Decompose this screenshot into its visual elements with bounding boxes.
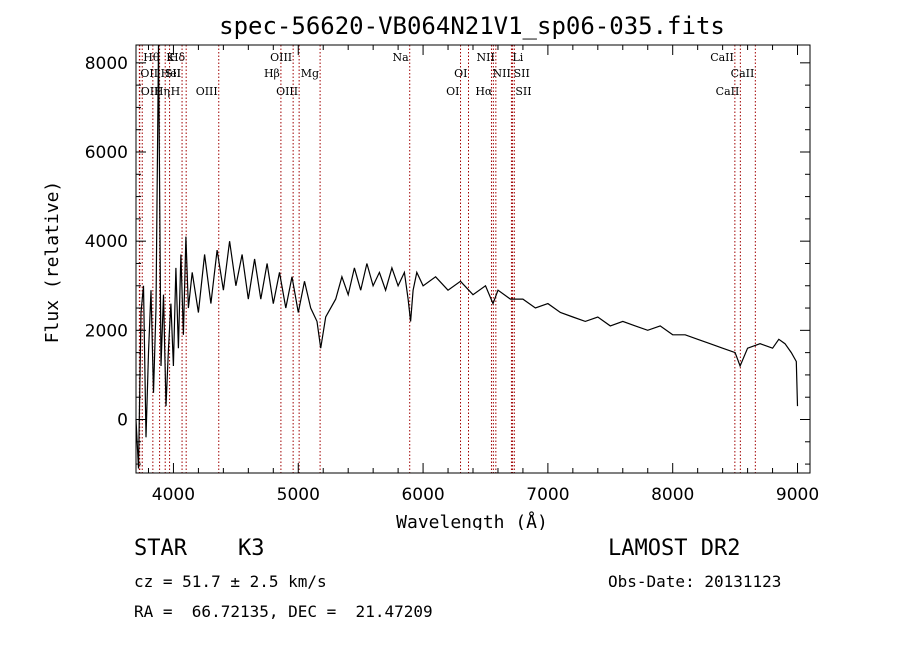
marker-label-7: SII — [165, 67, 181, 80]
y-tick-label: 4000 — [85, 232, 128, 252]
marker-label-5: HeI — [161, 67, 181, 80]
marker-label-0: OII — [140, 67, 158, 80]
marker-label-2: OII — [141, 85, 159, 98]
marker-label-22: SII — [515, 85, 531, 98]
marker-label-23: CaII — [710, 51, 734, 64]
marker-label-16: OI — [446, 85, 459, 98]
y-axis-label: Flux (relative) — [42, 181, 63, 344]
y-tick-label: 2000 — [85, 321, 128, 341]
marker-label-20: Li — [512, 51, 523, 64]
x-tick-label: 5000 — [277, 485, 320, 505]
x-tick-label: 6000 — [401, 485, 444, 505]
x-axis-label: Wavelength (Å) — [396, 511, 548, 530]
plot-frame — [135, 44, 811, 474]
chart-title: spec-56620-VB064N21V1_sp06-035.fits — [219, 12, 725, 40]
marker-label-11: Hβ — [264, 67, 280, 80]
marker-label-3: Hη — [154, 85, 170, 98]
spectral-subclass: K3 — [238, 536, 265, 561]
y-tick-label: 6000 — [85, 143, 128, 163]
emission-line-markers — [138, 45, 756, 473]
observation-date: Obs-Date: 20131123 — [608, 572, 782, 591]
spectrum-chart: spec-56620-VB064N21V1_sp06-035.fits OIIH… — [42, 12, 819, 530]
ra-dec-coordinates: RA = 66.72135, DEC = 21.47209 — [134, 602, 433, 621]
marker-label-21: SII — [514, 67, 530, 80]
survey-name: LAMOST DR2 — [608, 536, 741, 561]
marker-label-25: CaII — [731, 67, 755, 80]
redshift-velocity: cz = 51.7 ± 2.5 km/s — [134, 572, 327, 591]
object-class: STAR — [134, 536, 187, 561]
marker-label-24: CaII — [716, 85, 740, 98]
y-axis: 0 2000 4000 6000 8000 — [85, 54, 810, 465]
marker-label-1: Hθ — [143, 51, 160, 64]
spectrum-series — [135, 44, 799, 469]
y-tick-label: 0 — [117, 411, 128, 431]
marker-label-19: Hα — [475, 85, 493, 98]
marker-label-12: OIII — [276, 85, 298, 98]
marker-label-17: NII — [477, 51, 495, 64]
x-tick-label: 8000 — [651, 485, 694, 505]
marker-label-4: K — [166, 51, 175, 64]
x-tick-label: 9000 — [776, 485, 819, 505]
x-tick-label: 7000 — [526, 485, 569, 505]
marker-label-10: OIII — [270, 51, 292, 64]
marker-label-14: Na — [393, 51, 410, 64]
marker-label-9: OIII — [196, 85, 218, 98]
marker-label-6: H — [171, 85, 181, 98]
spectrum-line-0 — [135, 44, 799, 469]
x-axis: 4000 5000 6000 7000 8000 9000 — [147, 45, 819, 505]
marker-label-8: Hδ — [169, 51, 186, 64]
marker-label-15: OI — [454, 67, 467, 80]
y-tick-label: 8000 — [85, 54, 128, 74]
marker-label-13: Mg — [301, 67, 319, 80]
emission-line-labels: OIIHθOIIHηKHeIHSIIHδOIIIOIIIHβOIIIMgNaOI… — [140, 51, 754, 98]
x-tick-label: 4000 — [152, 485, 195, 505]
marker-label-18: NII — [492, 67, 510, 80]
